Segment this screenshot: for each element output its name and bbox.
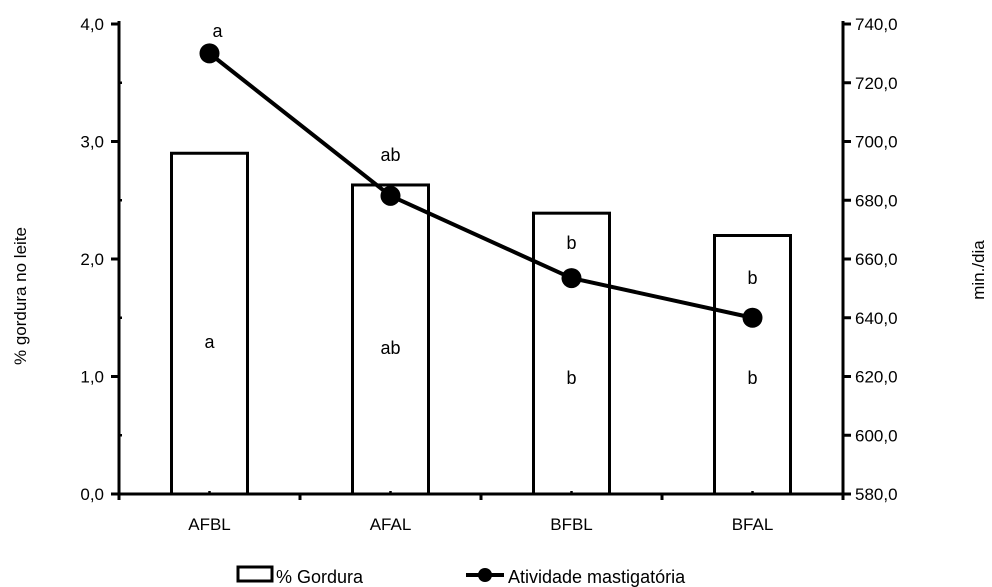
line-atividade-mastigatoria xyxy=(208,51,753,320)
line-point-bfbl xyxy=(561,268,582,289)
bar-significance-label: a xyxy=(204,332,215,352)
line-significance-label: a xyxy=(212,21,223,41)
bars-layer xyxy=(170,151,792,496)
y-right-tick-label: 720,0 xyxy=(855,74,898,93)
legend-line-label: Atividade mastigatória xyxy=(508,567,686,587)
y-left-tick-label: 1,0 xyxy=(80,368,104,387)
y-right-tick-label: 580,0 xyxy=(855,485,898,504)
line-significance-label: b xyxy=(747,268,757,288)
y-left-tick-label: 2,0 xyxy=(80,250,104,269)
bar-afbl xyxy=(170,151,249,496)
y-right-tick-label: 660,0 xyxy=(855,250,898,269)
y-right-tick-label: 740,0 xyxy=(855,15,898,34)
y-right-tick-label: 620,0 xyxy=(855,368,898,387)
legend-bar-label: % Gordura xyxy=(276,567,364,587)
y-right-tick-label: 600,0 xyxy=(855,426,898,445)
y-right-axis-title: min./dia xyxy=(969,240,988,300)
y-left-axis-title: % gordura no leite xyxy=(11,227,30,365)
axes-layer: 0,0 1,0 2,0 3,0 4,0 580,0 600,0 620,0 640,0 660,0… xyxy=(80,15,897,534)
labels-layer: a ab b b a ab b b xyxy=(204,21,757,388)
legend-bar-swatch xyxy=(236,565,274,583)
bar-bfbl xyxy=(532,211,611,496)
y-left-tick-label: 3,0 xyxy=(80,133,104,152)
line-point-afal xyxy=(380,185,401,206)
y-left-tick-label: 0,0 xyxy=(80,485,104,504)
bar-significance-label: ab xyxy=(380,338,400,358)
y-right-tick-label: 700,0 xyxy=(855,133,898,152)
y-left-tick-label: 4,0 xyxy=(80,15,104,34)
legend: % Gordura Atividade mastigatória xyxy=(236,565,686,587)
line-significance-label: b xyxy=(566,233,576,253)
line-layer xyxy=(199,43,763,328)
bar-afal xyxy=(351,183,430,496)
bar-bfal xyxy=(713,234,792,496)
line-point-bfal xyxy=(742,307,763,328)
x-tick-label: AFBL xyxy=(188,515,231,534)
bar-significance-label: b xyxy=(747,368,757,388)
x-tick-label: AFAL xyxy=(370,515,412,534)
y-right-tick-label: 640,0 xyxy=(855,309,898,328)
y-right-tick-label: 680,0 xyxy=(855,191,898,210)
line-significance-label: ab xyxy=(380,145,400,165)
x-tick-label: BFAL xyxy=(732,515,774,534)
legend-line-marker xyxy=(478,568,492,582)
bar-significance-label: b xyxy=(566,368,576,388)
x-tick-label: BFBL xyxy=(550,515,593,534)
line-point-afbl xyxy=(199,43,220,64)
